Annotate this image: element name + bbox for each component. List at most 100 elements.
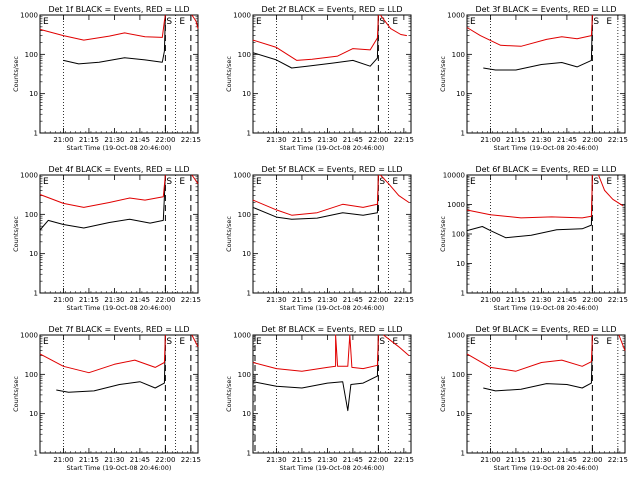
panel-det-1: Det 1f BLACK = Events, RED = LLD 1 10 100 10… — [12, 5, 201, 152]
panel-det-9: Det 9f BLACK = Events, RED = LLD 1 10 100 10… — [439, 325, 628, 472]
panel-det-6: Det 6f BLACK = Events, RED = LLD 1 10 100 10… — [439, 165, 628, 312]
flag-label-s: S — [593, 337, 599, 347]
x-axis-label: Start Time (19-Oct-08 20:46:00) — [494, 464, 599, 472]
x-tick-label: 22:00 — [368, 456, 388, 464]
x-tick-label: 21:15 — [79, 136, 99, 144]
plot-frame — [39, 334, 199, 454]
flag-label-e: E — [256, 17, 262, 27]
y-axis-label: Counts/sec — [225, 376, 233, 412]
x-tick-label: 21:30 — [104, 456, 124, 464]
x-tick-label: 21:30 — [266, 456, 286, 464]
x-tick-label: 22:15 — [394, 136, 414, 144]
flag-label-e: E — [392, 17, 398, 27]
series-lld-line — [383, 334, 410, 356]
x-tick-label: 21:15 — [506, 136, 526, 144]
flag-label-e: E — [256, 337, 262, 347]
x-tick-label: 22:15 — [394, 456, 414, 464]
x-tick-label: 21:30 — [266, 296, 286, 304]
x-tick-label: 22:00 — [582, 296, 602, 304]
series-events-line — [39, 174, 166, 231]
x-tick-label: 22:00 — [155, 136, 175, 144]
x-tick-label: 21:00 — [480, 296, 500, 304]
plot-frame — [466, 14, 626, 134]
y-tick-label: 1000 — [20, 172, 38, 180]
panel-title: Det 3f BLACK = Events, RED = LLD — [475, 5, 616, 14]
x-axis-label: Start Time (19-Oct-08 20:46:00) — [67, 464, 172, 472]
x-tick-label: 22:15 — [608, 456, 628, 464]
series-lld-line — [252, 334, 379, 372]
panel-det-7: Det 7f BLACK = Events, RED = LLD 1 10 100 10… — [12, 325, 201, 472]
plot-frame — [466, 174, 626, 294]
series-lld-line — [191, 14, 199, 29]
y-axis-label: Counts/sec — [439, 376, 447, 412]
y-tick-label: 1 — [461, 450, 465, 458]
x-axis-label: Start Time (19-Oct-08 20:46:00) — [280, 144, 385, 152]
flag-label-e: E — [43, 17, 49, 27]
series-events-line — [466, 174, 593, 239]
series-lld-line — [466, 14, 593, 47]
series-lld-line — [379, 14, 407, 37]
flag-label-e: E — [179, 177, 185, 187]
panel-det-8: Det 8f BLACK = Events, RED = LLD 1 10 100 10… — [225, 325, 414, 472]
y-tick-label: 10 — [242, 90, 251, 98]
y-tick-label: 10 — [29, 90, 38, 98]
x-tick-label: 21:30 — [317, 136, 337, 144]
x-axis-label: Start Time (19-Oct-08 20:46:00) — [280, 464, 385, 472]
x-tick-label: 21:00 — [53, 456, 73, 464]
flag-label-e: E — [43, 337, 49, 347]
x-tick-label: 21:30 — [317, 456, 337, 464]
plot-frame — [466, 334, 626, 454]
panel-det-4: Det 4f BLACK = Events, RED = LLD 1 10 100 10… — [12, 165, 201, 312]
y-tick-label: 10 — [242, 410, 251, 418]
x-tick-label: 21:30 — [104, 296, 124, 304]
y-tick-label: 10 — [456, 260, 465, 268]
y-tick-label: 1 — [461, 130, 465, 138]
x-tick-label: 21:15 — [506, 296, 526, 304]
y-tick-label: 10000 — [443, 172, 465, 180]
y-tick-label: 100 — [452, 371, 465, 379]
series-events-line — [483, 334, 593, 392]
plot-frame — [252, 14, 412, 134]
y-axis-label: Counts/sec — [225, 216, 233, 252]
y-tick-label: 10 — [456, 410, 465, 418]
plot-frame — [252, 174, 412, 294]
panel-title: Det 1f BLACK = Events, RED = LLD — [48, 5, 189, 14]
plot-frame — [252, 334, 412, 454]
y-tick-label: 1 — [247, 130, 251, 138]
y-tick-label: 1000 — [447, 332, 465, 340]
flag-label-s: S — [379, 177, 385, 187]
y-tick-label: 1 — [461, 290, 465, 298]
panel-det-2: Det 2f BLACK = Events, RED = LLD 1 10 100 10… — [225, 5, 414, 152]
flag-label-e: E — [470, 177, 476, 187]
series-events-line — [63, 14, 166, 65]
x-tick-label: 21:15 — [79, 456, 99, 464]
y-axis-label: Counts/sec — [12, 56, 20, 92]
series-events-line — [252, 14, 379, 69]
y-tick-label: 10 — [456, 90, 465, 98]
series-lld-line — [191, 334, 199, 348]
flag-label-e: E — [43, 177, 49, 187]
y-tick-label: 100 — [238, 371, 251, 379]
y-tick-label: 1000 — [233, 172, 251, 180]
x-tick-label: 22:00 — [582, 456, 602, 464]
y-tick-label: 1 — [34, 290, 38, 298]
x-tick-label: 22:00 — [368, 136, 388, 144]
x-tick-label: 21:45 — [557, 296, 577, 304]
y-tick-label: 100 — [238, 51, 251, 59]
series-events-line — [252, 334, 379, 412]
flag-label-e: E — [606, 17, 612, 27]
panel-title: Det 6f BLACK = Events, RED = LLD — [475, 165, 616, 174]
x-tick-label: 21:30 — [531, 456, 551, 464]
x-axis-label: Start Time (19-Oct-08 20:46:00) — [67, 144, 172, 152]
x-tick-label: 21:00 — [480, 456, 500, 464]
panel-title: Det 2f BLACK = Events, RED = LLD — [261, 5, 402, 14]
y-tick-label: 1 — [247, 290, 251, 298]
series-events-line — [56, 334, 166, 393]
flag-label-e: E — [179, 337, 185, 347]
x-tick-label: 21:45 — [343, 296, 363, 304]
y-tick-label: 10 — [242, 250, 251, 258]
panel-title: Det 7f BLACK = Events, RED = LLD — [48, 325, 189, 334]
x-tick-label: 21:30 — [104, 136, 124, 144]
y-axis-label: Counts/sec — [12, 376, 20, 412]
x-tick-label: 22:15 — [181, 136, 201, 144]
